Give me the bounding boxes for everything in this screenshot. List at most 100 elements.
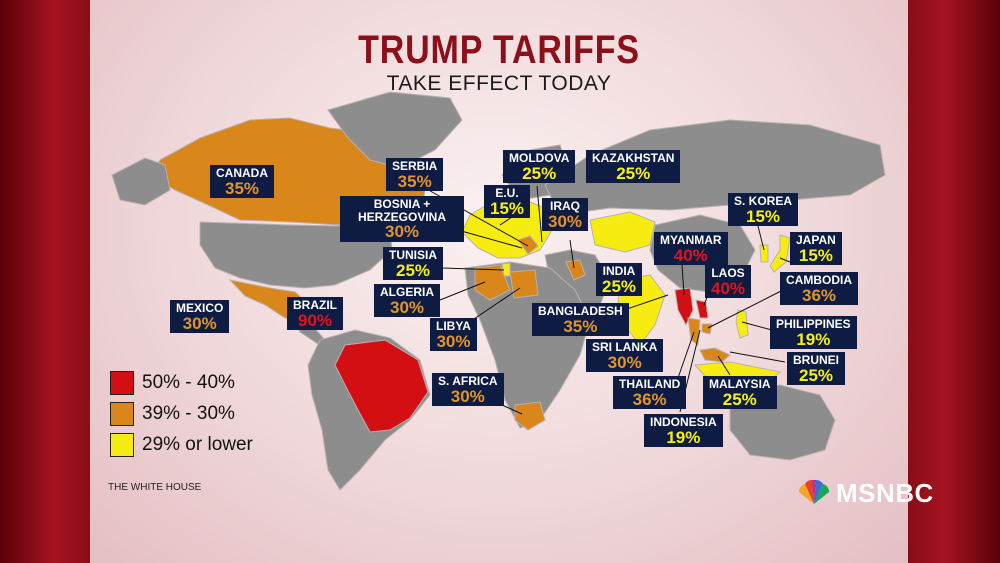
label-libya: LIBYA 30% xyxy=(430,318,477,352)
label-bosnia-name: BOSNIA + HERZEGOVINA xyxy=(357,197,446,224)
leader-japan xyxy=(779,257,791,263)
leader-myanmar xyxy=(681,264,685,296)
label-serbia: SERBIA 35% xyxy=(386,158,444,192)
legend-label-low: 29% or lower xyxy=(142,434,253,455)
label-brunei: BRUNEI 25% xyxy=(787,352,846,386)
label-india: INDIA 25% xyxy=(596,263,643,297)
kazakhstan-shape xyxy=(589,211,656,253)
label-moldova: MOLDOVA 25% xyxy=(503,150,576,184)
libya-shape xyxy=(509,269,539,299)
alaska-shape xyxy=(111,157,171,206)
philippines-shape xyxy=(735,309,749,339)
legend-label-mid: 39% - 30% xyxy=(142,403,235,424)
label-kazakhstan: KAZAKHSTAN 25% xyxy=(586,150,681,184)
label-laos-rate: 40% xyxy=(711,278,746,298)
label-mexico-name: MEXICO xyxy=(176,301,224,315)
label-japan-rate: 15% xyxy=(798,245,833,265)
label-eu-name: E.U. xyxy=(495,186,519,200)
label-algeria-name: ALGERIA xyxy=(380,285,434,299)
page-subtitle: TAKE EFFECT TODAY xyxy=(386,72,612,95)
myanmar-shape xyxy=(674,287,694,327)
label-s-korea-name: S. KOREA xyxy=(734,194,793,208)
label-mexico-rate: 30% xyxy=(182,313,217,333)
label-cambodia-name: CAMBODIA xyxy=(786,273,852,287)
label-laos-name: LAOS xyxy=(711,266,745,280)
leader-thailand xyxy=(677,331,695,379)
legend-swatch-mid xyxy=(110,402,134,426)
label-philippines: PHILIPPINES 19% xyxy=(770,316,857,350)
network-logo: MSNBC xyxy=(836,478,934,508)
label-philippines-name: PHILIPPINES xyxy=(776,317,851,331)
right-red-border xyxy=(908,0,1000,563)
leader-moldova xyxy=(536,185,543,243)
label-iraq-name: IRAQ xyxy=(550,199,581,213)
label-malaysia-rate: 25% xyxy=(722,389,757,409)
label-malaysia-name: MALAYSIA xyxy=(709,377,771,391)
label-iraq-rate: 30% xyxy=(548,211,583,231)
label-cambodia-rate: 36% xyxy=(801,285,837,305)
brazil-shape xyxy=(334,339,429,433)
label-eu-rate: 15% xyxy=(490,198,525,218)
label-bosnia-rate: 30% xyxy=(384,222,420,242)
label-india-name: INDIA xyxy=(602,264,636,278)
page-title: TRUMP TARIFFS xyxy=(358,28,640,72)
leader-tunisia xyxy=(441,267,505,271)
label-iraq: IRAQ 30% xyxy=(542,198,589,232)
label-libya-name: LIBYA xyxy=(436,319,471,333)
leader-s-africa xyxy=(501,404,523,415)
cambodia-shape xyxy=(701,323,713,335)
label-india-rate: 25% xyxy=(602,276,637,296)
label-myanmar-rate: 40% xyxy=(673,245,708,265)
label-brazil-rate: 90% xyxy=(297,310,333,330)
label-brunei-name: BRUNEI xyxy=(793,353,840,367)
label-indonesia-name: INDONESIA xyxy=(650,415,717,429)
legend-swatch-low xyxy=(110,433,134,457)
leader-cambodia xyxy=(707,289,784,329)
label-kazakhstan-name: KAZAKHSTAN xyxy=(592,151,675,165)
label-canada-name: CANADA xyxy=(216,166,268,180)
legend-mid: 39% - 30% xyxy=(110,402,235,426)
label-brazil-name: BRAZIL xyxy=(293,298,337,312)
label-s-korea: S. KOREA 15% xyxy=(728,193,799,227)
label-japan: JAPAN 15% xyxy=(790,232,842,266)
south-africa-shape xyxy=(514,401,546,431)
label-bangladesh-name: BANGLADESH xyxy=(538,304,623,318)
iraq-shape xyxy=(565,259,586,281)
legend-low: 29% or lower xyxy=(110,433,253,457)
label-sri-lanka: SRI LANKA 30% xyxy=(586,339,664,373)
label-libya-rate: 30% xyxy=(436,331,471,351)
label-tunisia-rate: 25% xyxy=(395,260,431,280)
label-sri-lanka-rate: 30% xyxy=(607,352,642,372)
peacock-icon xyxy=(798,479,830,504)
greenland-shape xyxy=(327,91,463,169)
label-brazil: BRAZIL 90% xyxy=(287,297,343,331)
legend-label-high: 50% - 40% xyxy=(142,372,235,393)
label-bosnia: BOSNIA + HERZEGOVINA 30% xyxy=(340,196,464,243)
leader-algeria xyxy=(439,281,486,301)
label-moldova-rate: 25% xyxy=(522,163,557,183)
label-canada: CANADA 35% xyxy=(210,165,274,199)
russia-shape xyxy=(544,119,886,216)
leader-philippines xyxy=(741,321,773,331)
label-s-africa: S. AFRICA 30% xyxy=(432,373,504,407)
label-kazakhstan-rate: 25% xyxy=(616,163,651,183)
label-tunisia: TUNISIA 25% xyxy=(383,247,443,281)
leader-korea xyxy=(757,225,765,251)
leader-bangladesh xyxy=(623,294,669,311)
label-sri-lanka-name: SRI LANKA xyxy=(592,340,658,354)
balkans-shape xyxy=(517,235,539,255)
malaysia-shape xyxy=(699,347,731,363)
legend-swatch-high xyxy=(110,371,134,395)
label-cambodia: CAMBODIA 36% xyxy=(780,272,858,306)
label-algeria: ALGERIA 30% xyxy=(374,284,440,318)
leader-brunei xyxy=(729,351,786,363)
label-s-africa-name: S. AFRICA xyxy=(438,374,498,388)
left-red-border xyxy=(0,0,90,563)
label-brunei-rate: 25% xyxy=(798,365,834,385)
label-myanmar: MYANMAR 40% xyxy=(654,232,728,266)
label-bangladesh-rate: 35% xyxy=(563,316,598,336)
thailand-shape xyxy=(687,317,701,346)
tunisia-shape xyxy=(501,262,511,277)
label-bangladesh: BANGLADESH 35% xyxy=(532,303,629,337)
laos-shape xyxy=(695,299,709,319)
